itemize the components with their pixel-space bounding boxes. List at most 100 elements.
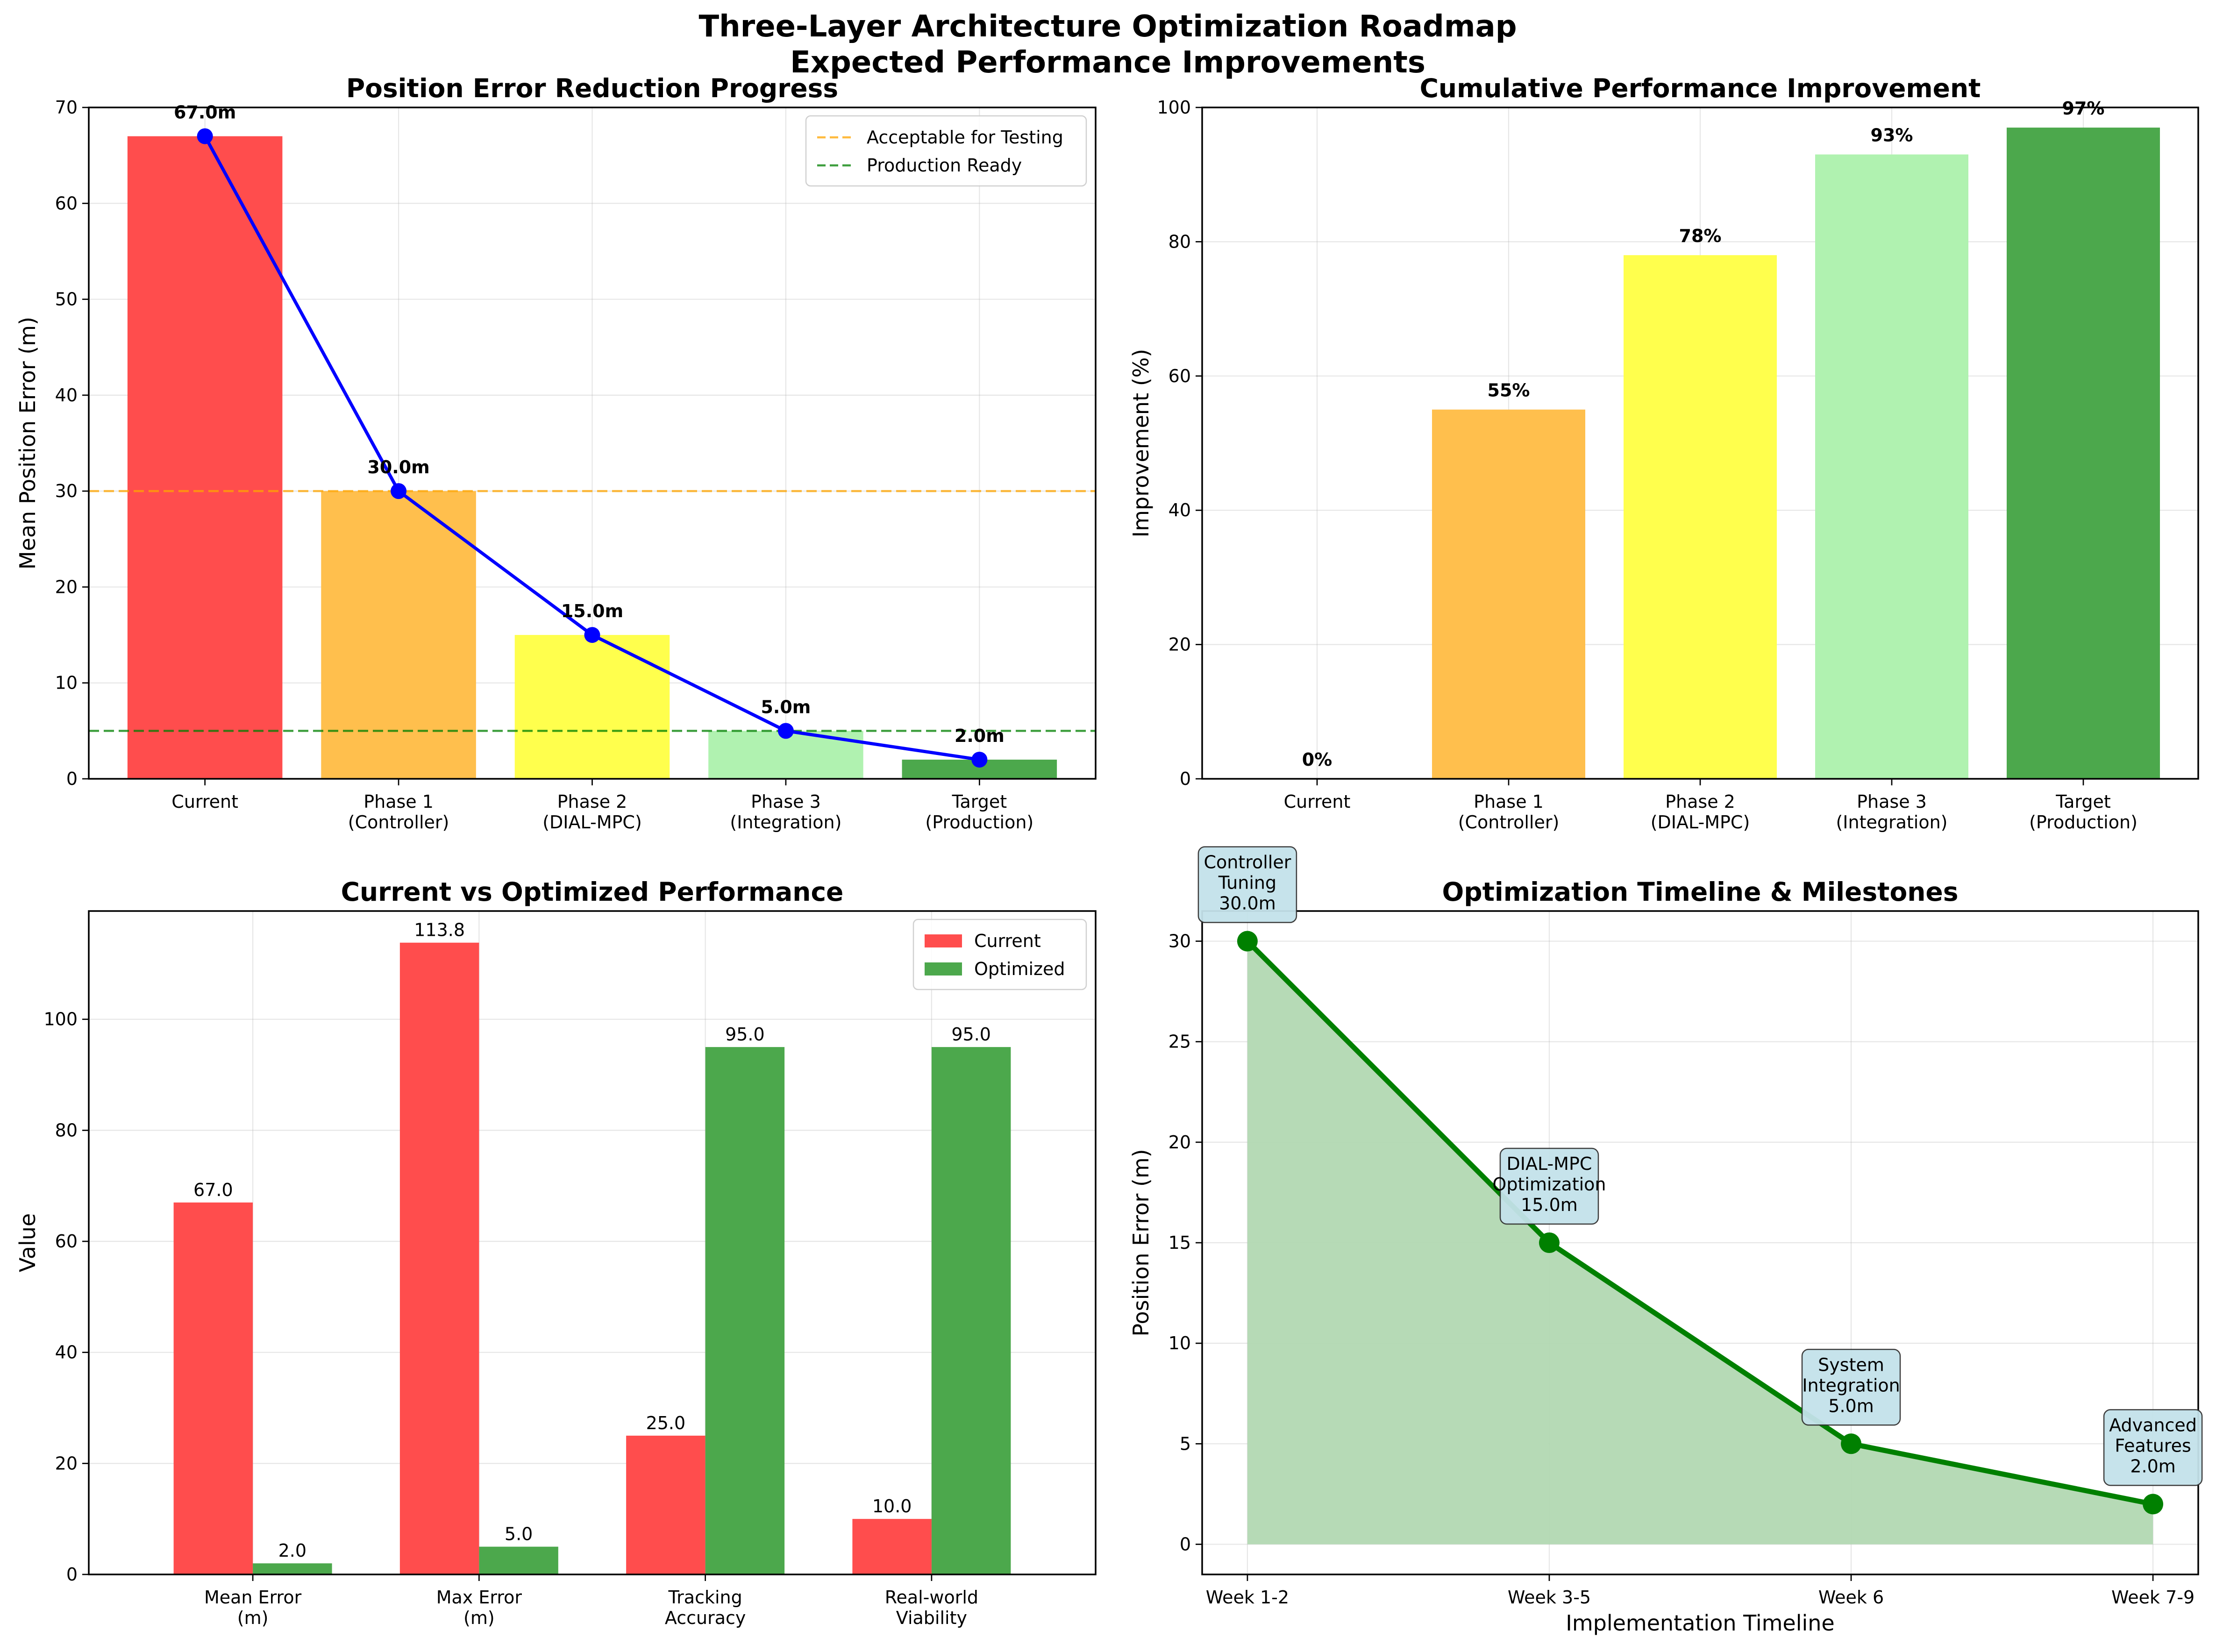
data-label: 78% xyxy=(1679,226,1722,246)
y-tick-label: 0 xyxy=(66,769,78,789)
annotation-box xyxy=(2103,1409,2203,1486)
x-tick-label-line: (Controller) xyxy=(1458,812,1560,833)
panel-cumulative-improvement: 0% 55% 78% 93% 97% 0 20 40 60 80 100 Current Phase 1… xyxy=(1128,73,2199,833)
x-tick-label-line: (DIAL-MPC) xyxy=(1651,812,1750,833)
line-point xyxy=(971,751,988,768)
x-tick-label: Target (Production) xyxy=(925,791,1033,833)
series-line xyxy=(1246,939,2154,1507)
line-point xyxy=(777,723,794,739)
y-tick-label: 5 xyxy=(1180,1433,1191,1454)
y-tick-label: 40 xyxy=(55,1342,78,1363)
data-label: 0% xyxy=(1302,749,1332,770)
line-point xyxy=(1237,931,1258,952)
x-tick-label: Week 3-5 xyxy=(1508,1587,1591,1608)
annotation-text: Controller Tuning 30.0m xyxy=(1204,852,1291,914)
y-tick-label: 70 xyxy=(55,97,78,118)
panel-title: Optimization Timeline & Milestones xyxy=(1442,877,1959,907)
bar-optimized xyxy=(931,1047,1011,1574)
annotation-text: System Integration 5.0m xyxy=(1802,1354,1900,1416)
y-tick-label: 0 xyxy=(1180,769,1191,789)
x-tick-label-line: Target xyxy=(2055,791,2111,812)
line-point xyxy=(1539,1232,1560,1253)
bar-optimized xyxy=(705,1047,785,1574)
y-tick-label: 40 xyxy=(55,385,78,406)
x-tick-label-line: (Integration) xyxy=(730,812,841,833)
x-tick-label-line: (Integration) xyxy=(1836,812,1947,833)
y-tick-label: 30 xyxy=(55,481,78,501)
line-point xyxy=(2143,1494,2164,1515)
figure-title-line1: Three-Layer Architecture Optimization Ro… xyxy=(698,9,1517,44)
x-tick-label: Week 7-9 xyxy=(2111,1587,2195,1608)
bar xyxy=(514,635,670,779)
data-label: 10.0 xyxy=(872,1496,912,1517)
x-tick-label-line: Phase 3 xyxy=(1857,791,1927,812)
bar xyxy=(2007,128,2160,779)
bar-optimized xyxy=(479,1546,558,1574)
y-tick-label: 80 xyxy=(55,1120,78,1140)
bar xyxy=(127,136,283,779)
x-tick-label-line: Week 1-2 xyxy=(1206,1587,1289,1608)
annotation-box xyxy=(1499,1147,1599,1225)
bar xyxy=(1432,409,1585,779)
annotation-text-line: Features xyxy=(2115,1435,2191,1456)
panel-current-vs-optimized: 67.0 113.8 25.0 10.0 2.0 5.0 95.0 95.0 0 20 40 60 80… xyxy=(15,877,1097,1628)
x-tick-label: Phase 1 (Controller) xyxy=(348,791,449,833)
y-tick-label: 60 xyxy=(55,1231,78,1252)
y-tick-label: 100 xyxy=(43,1009,78,1030)
y-tick-label: 25 xyxy=(1169,1032,1191,1052)
x-tick-label: Mean Error (m) xyxy=(204,1587,302,1628)
x-tick-label-line: Phase 1 xyxy=(1474,791,1544,812)
x-tick-label-line: Current xyxy=(171,791,238,812)
data-label: 30.0m xyxy=(367,457,429,477)
x-tick-label: Phase 1 (Controller) xyxy=(1458,791,1560,833)
data-label: 5.0m xyxy=(761,697,811,717)
data-label: 2.0 xyxy=(278,1540,306,1561)
annotation-text-line: Integration xyxy=(1802,1375,1900,1396)
x-tick-label: Phase 2 (DIAL-MPC) xyxy=(1651,791,1750,833)
line-point xyxy=(391,483,407,499)
x-tick-label: Week 6 xyxy=(1818,1587,1884,1608)
panel-optimization-timeline: 0 5 10 15 20 25 30 Week 1-2 Week 3-5 Week 6 Week 7… xyxy=(1128,846,2203,1636)
annotation-text-line: 15.0m xyxy=(1521,1195,1578,1215)
x-tick-label-line: Max Error xyxy=(436,1587,522,1608)
legend-box xyxy=(805,115,1087,187)
line-point xyxy=(1841,1433,1862,1454)
annotation-text-line: Tuning xyxy=(1218,873,1276,893)
x-tick-label-line: Accuracy xyxy=(665,1608,746,1628)
x-tick-label: Current xyxy=(1284,791,1351,812)
x-tick-label: Current xyxy=(171,791,238,812)
annotation-text-line: Optimization xyxy=(1492,1174,1606,1195)
data-label: 97% xyxy=(2062,98,2105,119)
y-tick-label: 10 xyxy=(55,673,78,693)
x-tick-label: Phase 2 (DIAL-MPC) xyxy=(542,791,642,833)
x-tick-label-line: Target xyxy=(952,791,1007,812)
data-label: 2.0m xyxy=(955,726,1005,746)
x-tick-label: Phase 3 (Integration) xyxy=(1836,791,1947,833)
x-tick-label-line: Week 6 xyxy=(1818,1587,1884,1608)
x-tick-label: Max Error (m) xyxy=(436,1587,522,1628)
x-tick-label-line: Phase 2 xyxy=(557,791,627,812)
data-label: 15.0m xyxy=(561,601,623,621)
annotation-text: DIAL-MPC Optimization 15.0m xyxy=(1492,1154,1606,1215)
y-tick-label: 20 xyxy=(1169,634,1191,655)
x-tick-label-line: Phase 1 xyxy=(363,791,434,812)
x-tick-label-line: Week 3-5 xyxy=(1508,1587,1591,1608)
legend-entry: Acceptable for Testing xyxy=(867,127,1063,148)
axes-frame xyxy=(88,910,1097,1575)
x-tick-label: Week 1-2 xyxy=(1206,1587,1289,1608)
data-label: 93% xyxy=(1871,125,1913,146)
annotation-text-line: 30.0m xyxy=(1219,893,1276,914)
annotation-box xyxy=(1197,846,1297,923)
y-axis-label: Position Error (m) xyxy=(1128,1149,1154,1336)
x-tick-label-line: Week 7-9 xyxy=(2111,1587,2195,1608)
y-axis-label: Improvement (%) xyxy=(1128,349,1154,538)
y-tick-label: 80 xyxy=(1169,231,1191,252)
legend-entry: Current xyxy=(974,931,1041,951)
y-tick-label: 20 xyxy=(55,1453,78,1474)
y-tick-label: 20 xyxy=(55,577,78,597)
line-point xyxy=(197,128,213,144)
y-tick-label: 40 xyxy=(1169,500,1191,520)
annotation-text-line: System xyxy=(1818,1354,1884,1375)
x-tick-label-line: Viability xyxy=(896,1608,967,1628)
x-tick-label: Phase 3 (Integration) xyxy=(730,791,841,833)
